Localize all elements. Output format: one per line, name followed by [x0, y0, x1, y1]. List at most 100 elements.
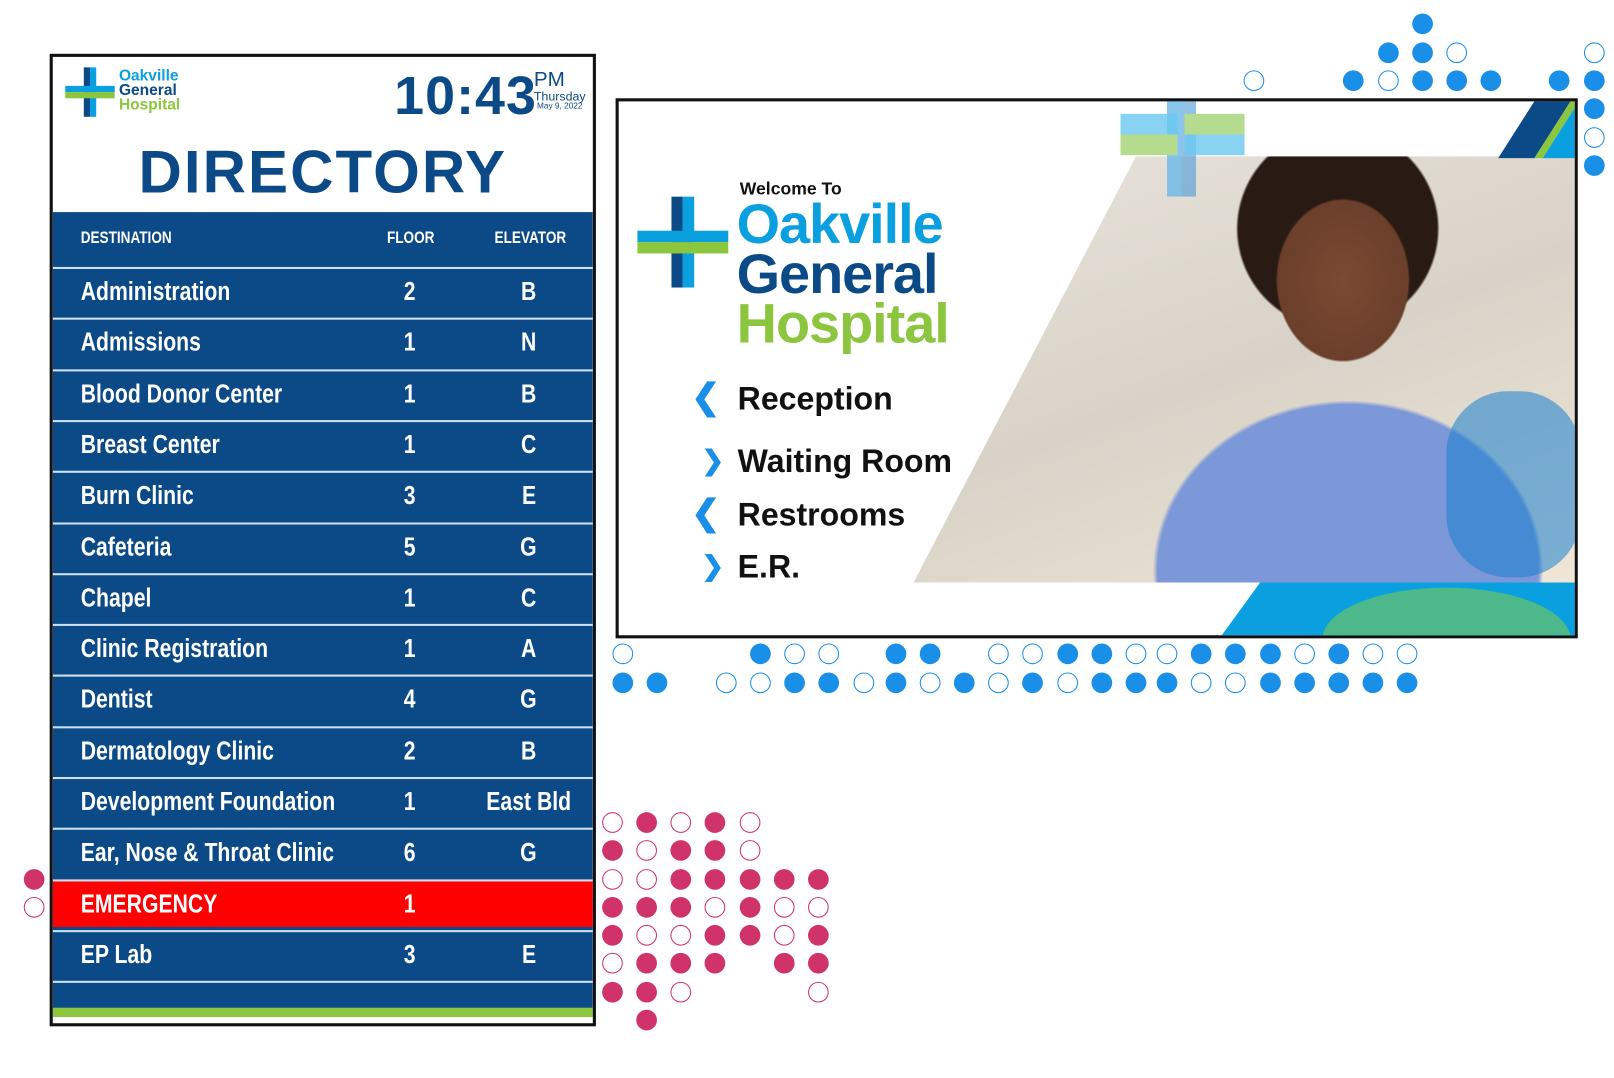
row-elevator: N	[521, 328, 537, 358]
dot-filled	[636, 1009, 657, 1031]
corner-stripe-decoration	[1498, 101, 1575, 159]
dot-filled	[704, 812, 726, 833]
row-elevator: A	[521, 634, 537, 664]
hospital-logo	[65, 67, 115, 122]
row-elevator: E	[521, 940, 536, 970]
row-elevator: East Bld	[486, 787, 572, 817]
row-floor: 1	[403, 328, 416, 358]
dot-filled	[1294, 672, 1315, 694]
green-footer-bar	[52, 1007, 593, 1018]
shape-decoration	[1221, 391, 1575, 636]
dot-filled	[773, 952, 795, 974]
row-elevator: B	[521, 379, 537, 409]
clock-weekday: Thursday	[533, 88, 586, 104]
dot-outline	[636, 924, 657, 946]
table-row: Administration 2 B	[52, 266, 593, 315]
dot-filled	[602, 896, 623, 918]
row-destination: Clinic Registration	[80, 634, 269, 664]
dot-filled	[1480, 70, 1502, 92]
table-row: Chapel 1 C	[52, 572, 593, 621]
table-row: Ear, Nose & Throat Clinic 6 G	[52, 827, 593, 876]
row-destination: Cafeteria	[80, 532, 172, 562]
logo-line1: Oakville	[118, 67, 179, 85]
dot-filled	[1091, 643, 1113, 665]
dot-outline	[750, 672, 771, 694]
row-destination: Dentist	[80, 685, 153, 715]
dot-filled	[1412, 13, 1433, 35]
dot-filled	[1328, 643, 1350, 665]
cross-logo-icon	[637, 196, 729, 288]
dot-outline	[602, 952, 623, 974]
row-floor: 2	[403, 277, 416, 307]
wayfinding-item: Restrooms	[737, 496, 906, 533]
clock-time: 10:43	[394, 66, 537, 127]
dot-filled	[1190, 643, 1212, 665]
row-floor: 1	[403, 787, 416, 817]
dot-outline	[1362, 643, 1384, 665]
table-row: Blood Donor Center 1 B	[52, 368, 593, 417]
dot-outline	[1224, 672, 1246, 694]
dot-outline	[1446, 42, 1468, 64]
dot-outline	[1190, 672, 1212, 694]
dot-filled	[953, 672, 975, 694]
row-elevator: G	[520, 532, 537, 562]
row-destination: Blood Donor Center	[80, 379, 283, 409]
row-floor: 1	[403, 634, 416, 664]
welcome-intro: Welcome To	[739, 178, 842, 199]
dot-filled	[808, 924, 829, 946]
row-destination: EP Lab	[80, 940, 153, 970]
row-destination: Breast Center	[80, 430, 220, 460]
dot-filled	[636, 952, 657, 974]
row-elevator: C	[521, 583, 537, 613]
dot-outline	[636, 840, 657, 861]
dot-filled	[1260, 672, 1281, 694]
directory-title: DIRECTORY	[138, 138, 508, 206]
dot-outline	[1125, 643, 1147, 665]
dot-outline	[739, 840, 761, 861]
dot-filled	[23, 869, 45, 890]
dot-filled	[1224, 643, 1246, 665]
dot-filled	[1396, 672, 1418, 694]
dot-filled	[1412, 70, 1433, 92]
dot-filled	[704, 952, 726, 974]
row-divider	[52, 980, 593, 1023]
dot-outline	[715, 672, 737, 694]
brand-line2: General	[736, 243, 939, 306]
dot-filled	[885, 643, 907, 665]
dot-outline	[1378, 70, 1399, 92]
dot-filled	[1022, 672, 1043, 694]
table-row: Dermatology Clinic 2 B	[52, 725, 593, 774]
dot-filled	[602, 981, 623, 1003]
col-elevator: ELEVATOR	[494, 229, 567, 248]
row-floor: 3	[403, 481, 416, 511]
dot-filled	[1378, 42, 1399, 64]
dot-filled	[818, 672, 840, 694]
table-row: Breast Center 1 C	[52, 419, 593, 468]
dot-outline	[670, 924, 692, 946]
row-floor: 4	[403, 685, 416, 715]
wayfinding-item: Waiting Room	[737, 442, 953, 480]
cross-logo-icon	[65, 67, 115, 117]
dot-filled	[704, 869, 726, 890]
row-floor: 1	[403, 430, 416, 460]
row-elevator: B	[521, 277, 537, 307]
dot-filled	[670, 896, 692, 918]
clock-ampm: PM	[533, 68, 565, 92]
dot-outline	[988, 643, 1009, 665]
chevron-left-icon: ❮	[691, 493, 721, 533]
dot-outline	[1022, 643, 1043, 665]
dot-filled	[739, 924, 761, 946]
row-floor: 3	[403, 940, 416, 970]
wayfinding-item: E.R.	[737, 548, 801, 585]
wayfinding-item: Reception	[737, 380, 893, 417]
dot-outline	[808, 981, 829, 1003]
dot-filled	[739, 869, 761, 890]
dot-filled	[704, 924, 726, 946]
dot-filled	[773, 869, 795, 890]
table-row-emergency: EMERGENCY 1	[52, 878, 593, 927]
dot-filled	[602, 924, 623, 946]
dot-filled	[1091, 672, 1113, 694]
dot-outline	[612, 643, 634, 665]
clock-date: May 9, 2022	[536, 101, 583, 111]
table-row: Clinic Registration 1 A	[52, 623, 593, 672]
